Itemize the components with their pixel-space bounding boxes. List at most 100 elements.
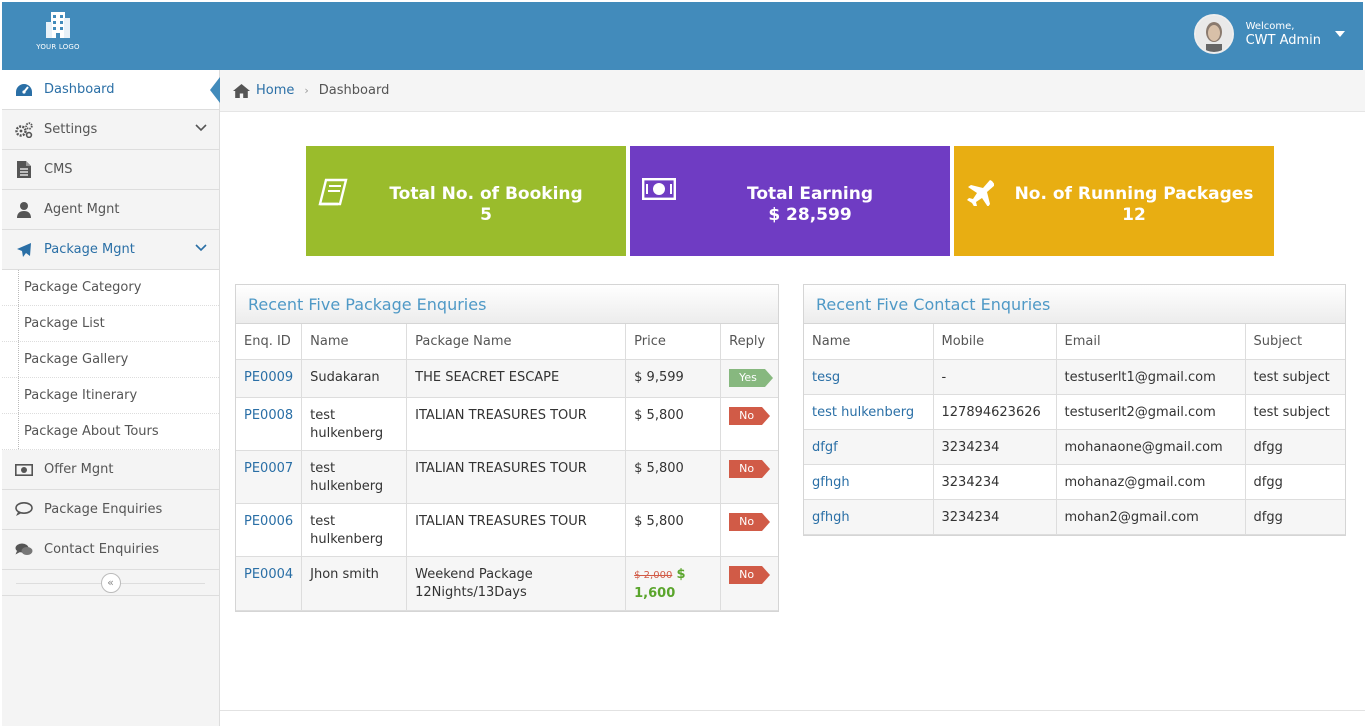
contact-name-link[interactable]: dfgf <box>812 439 838 455</box>
old-price: $ 2,000 <box>634 569 673 581</box>
email-cell: testuserlt1@gmail.com <box>1056 359 1246 395</box>
table-row: gfhgh 3234234 mohan2@gmail.com dfgg <box>804 499 1345 535</box>
chevron-down-icon <box>195 244 207 252</box>
package-cell: ITALIAN TREASURES TOUR <box>406 450 627 504</box>
user-icon <box>14 201 34 218</box>
sidebar-item-label: Package Enquiries <box>44 502 163 517</box>
enquiry-id-link[interactable]: PE0004 <box>244 566 294 582</box>
column-header: Mobile <box>933 324 1057 360</box>
column-header: Subject <box>1245 324 1345 360</box>
building-icon <box>46 12 70 38</box>
enquiry-id-link[interactable]: PE0007 <box>244 460 294 476</box>
sidebar-item-settings[interactable]: Settings <box>2 110 219 150</box>
column-header: Enq. ID <box>236 324 303 360</box>
reply-no-badge: No <box>729 406 771 425</box>
subject-cell: dfgg <box>1245 499 1345 535</box>
plane-icon <box>966 178 995 210</box>
sidebar-item-dashboard[interactable]: Dashboard <box>2 70 220 110</box>
stat-total-earning: Total Earning $ 28,599 <box>630 146 950 256</box>
sidebar-item-package-enquiries[interactable]: Package Enquiries <box>2 490 219 530</box>
column-header: Price <box>625 324 722 360</box>
caret-down-icon[interactable] <box>1335 31 1345 37</box>
sidebar-item-package-mgnt[interactable]: Package Mgnt <box>2 230 219 270</box>
comments-icon <box>14 542 34 557</box>
package-cell: ITALIAN TREASURES TOUR <box>406 397 627 451</box>
sidebar-item-label: Dashboard <box>44 82 115 97</box>
money-icon <box>14 463 34 476</box>
enquiry-id-link[interactable]: PE0006 <box>244 513 294 529</box>
chevron-down-icon <box>195 124 207 132</box>
reply-yes-badge: Yes <box>729 368 773 387</box>
mobile-cell: 127894623626 <box>933 394 1057 430</box>
name-cell: test hulkenberg <box>301 450 408 504</box>
table-row: dfgf 3234234 mohanaone@gmail.com dfgg <box>804 429 1345 465</box>
user-menu[interactable]: Welcome, CWT Admin <box>1193 12 1345 56</box>
sidebar-collapse-bar: « <box>2 570 219 596</box>
sidebar-subitem-package-about-tours[interactable]: Package About Tours <box>2 414 219 450</box>
collapse-sidebar-button[interactable]: « <box>100 572 121 593</box>
top-navbar: YOUR LOGO Welcome, CWT Admin <box>0 0 1365 70</box>
logo-text: YOUR LOGO <box>36 43 80 51</box>
package-cell: Weekend Package 12Nights/13Days <box>406 556 627 611</box>
dashboard-icon <box>14 83 34 97</box>
reply-no-badge: No <box>729 565 771 584</box>
table-row: gfhgh 3234234 mohanaz@gmail.com dfgg <box>804 464 1345 500</box>
avatar <box>1193 14 1234 54</box>
sidebar-subitem-package-gallery[interactable]: Package Gallery <box>2 342 219 378</box>
subject-cell: dfgg <box>1245 429 1345 465</box>
price-cell: $ 5,800 <box>625 450 722 504</box>
table-row: PE0008 test hulkenberg ITALIAN TREASURES… <box>236 397 778 451</box>
stat-running-packages: No. of Running Packages 12 <box>954 146 1274 256</box>
package-enquiries-panel: Recent Five Package Enquries Enq. ID Nam… <box>235 284 779 612</box>
footer-divider <box>220 710 1365 711</box>
mobile-cell: 3234234 <box>933 499 1057 535</box>
contact-name-link[interactable]: tesg <box>812 369 841 385</box>
sidebar-subitem-package-list[interactable]: Package List <box>2 306 219 342</box>
sidebar-subitem-package-category[interactable]: Package Category <box>2 270 219 306</box>
breadcrumb-home-link[interactable]: Home <box>256 83 295 98</box>
contact-name-link[interactable]: test hulkenberg <box>812 404 915 420</box>
sidebar-item-cms[interactable]: CMS <box>2 150 219 190</box>
panel-title: Recent Five Contact Enquries <box>804 285 1345 324</box>
column-header: Package Name <box>406 324 627 360</box>
name-cell: Jhon smith <box>301 556 408 611</box>
sidebar-subitem-package-itinerary[interactable]: Package Itinerary <box>2 378 219 414</box>
contact-enquiries-table: Name Mobile Email Subject tesg - testuse… <box>804 324 1345 535</box>
price-cell: $ 5,800 <box>625 397 722 451</box>
enquiry-id-link[interactable]: PE0008 <box>244 407 294 423</box>
stat-value: $ 28,599 <box>768 205 852 225</box>
package-enquiries-table: Enq. ID Name Package Name Price Reply PE… <box>236 324 778 611</box>
table-header-row: Name Mobile Email Subject <box>804 324 1345 360</box>
breadcrumb: Home › Dashboard <box>220 70 1365 112</box>
table-header-row: Enq. ID Name Package Name Price Reply <box>236 324 778 360</box>
breadcrumb-current: Dashboard <box>318 83 390 98</box>
mobile-cell: 3234234 <box>933 429 1057 465</box>
column-header: Name <box>301 324 408 360</box>
logo[interactable]: YOUR LOGO <box>32 10 84 51</box>
chevron-right-icon: › <box>304 84 309 97</box>
name-cell: Sudakaran <box>301 359 408 398</box>
mobile-cell: 3234234 <box>933 464 1057 500</box>
contact-name-link[interactable]: gfhgh <box>812 509 850 525</box>
sidebar-item-label: Package Mgnt <box>44 242 135 257</box>
mobile-cell: - <box>933 359 1057 395</box>
table-row: PE0006 test hulkenberg ITALIAN TREASURES… <box>236 503 778 557</box>
book-icon <box>318 178 348 210</box>
price-cell: $ 5,800 <box>625 503 722 557</box>
subject-cell: dfgg <box>1245 464 1345 500</box>
discounted-price: $ 1,600 <box>634 566 686 601</box>
email-cell: mohanaz@gmail.com <box>1056 464 1246 500</box>
price-cell: $ 9,599 <box>625 359 722 398</box>
sidebar-item-label: Agent Mgnt <box>44 202 120 217</box>
table-row: test hulkenberg 127894623626 testuserlt2… <box>804 394 1345 430</box>
sidebar-item-agent-mgnt[interactable]: Agent Mgnt <box>2 190 219 230</box>
sidebar-item-offer-mgnt[interactable]: Offer Mgnt <box>2 450 219 490</box>
name-cell: test hulkenberg <box>301 397 408 451</box>
column-header: Name <box>804 324 934 360</box>
user-name: CWT Admin <box>1245 33 1321 48</box>
stat-value: 5 <box>480 205 492 225</box>
enquiry-id-link[interactable]: PE0009 <box>244 369 294 385</box>
sidebar-item-contact-enquiries[interactable]: Contact Enquiries <box>2 530 219 570</box>
contact-name-link[interactable]: gfhgh <box>812 474 850 490</box>
email-cell: mohan2@gmail.com <box>1056 499 1246 535</box>
